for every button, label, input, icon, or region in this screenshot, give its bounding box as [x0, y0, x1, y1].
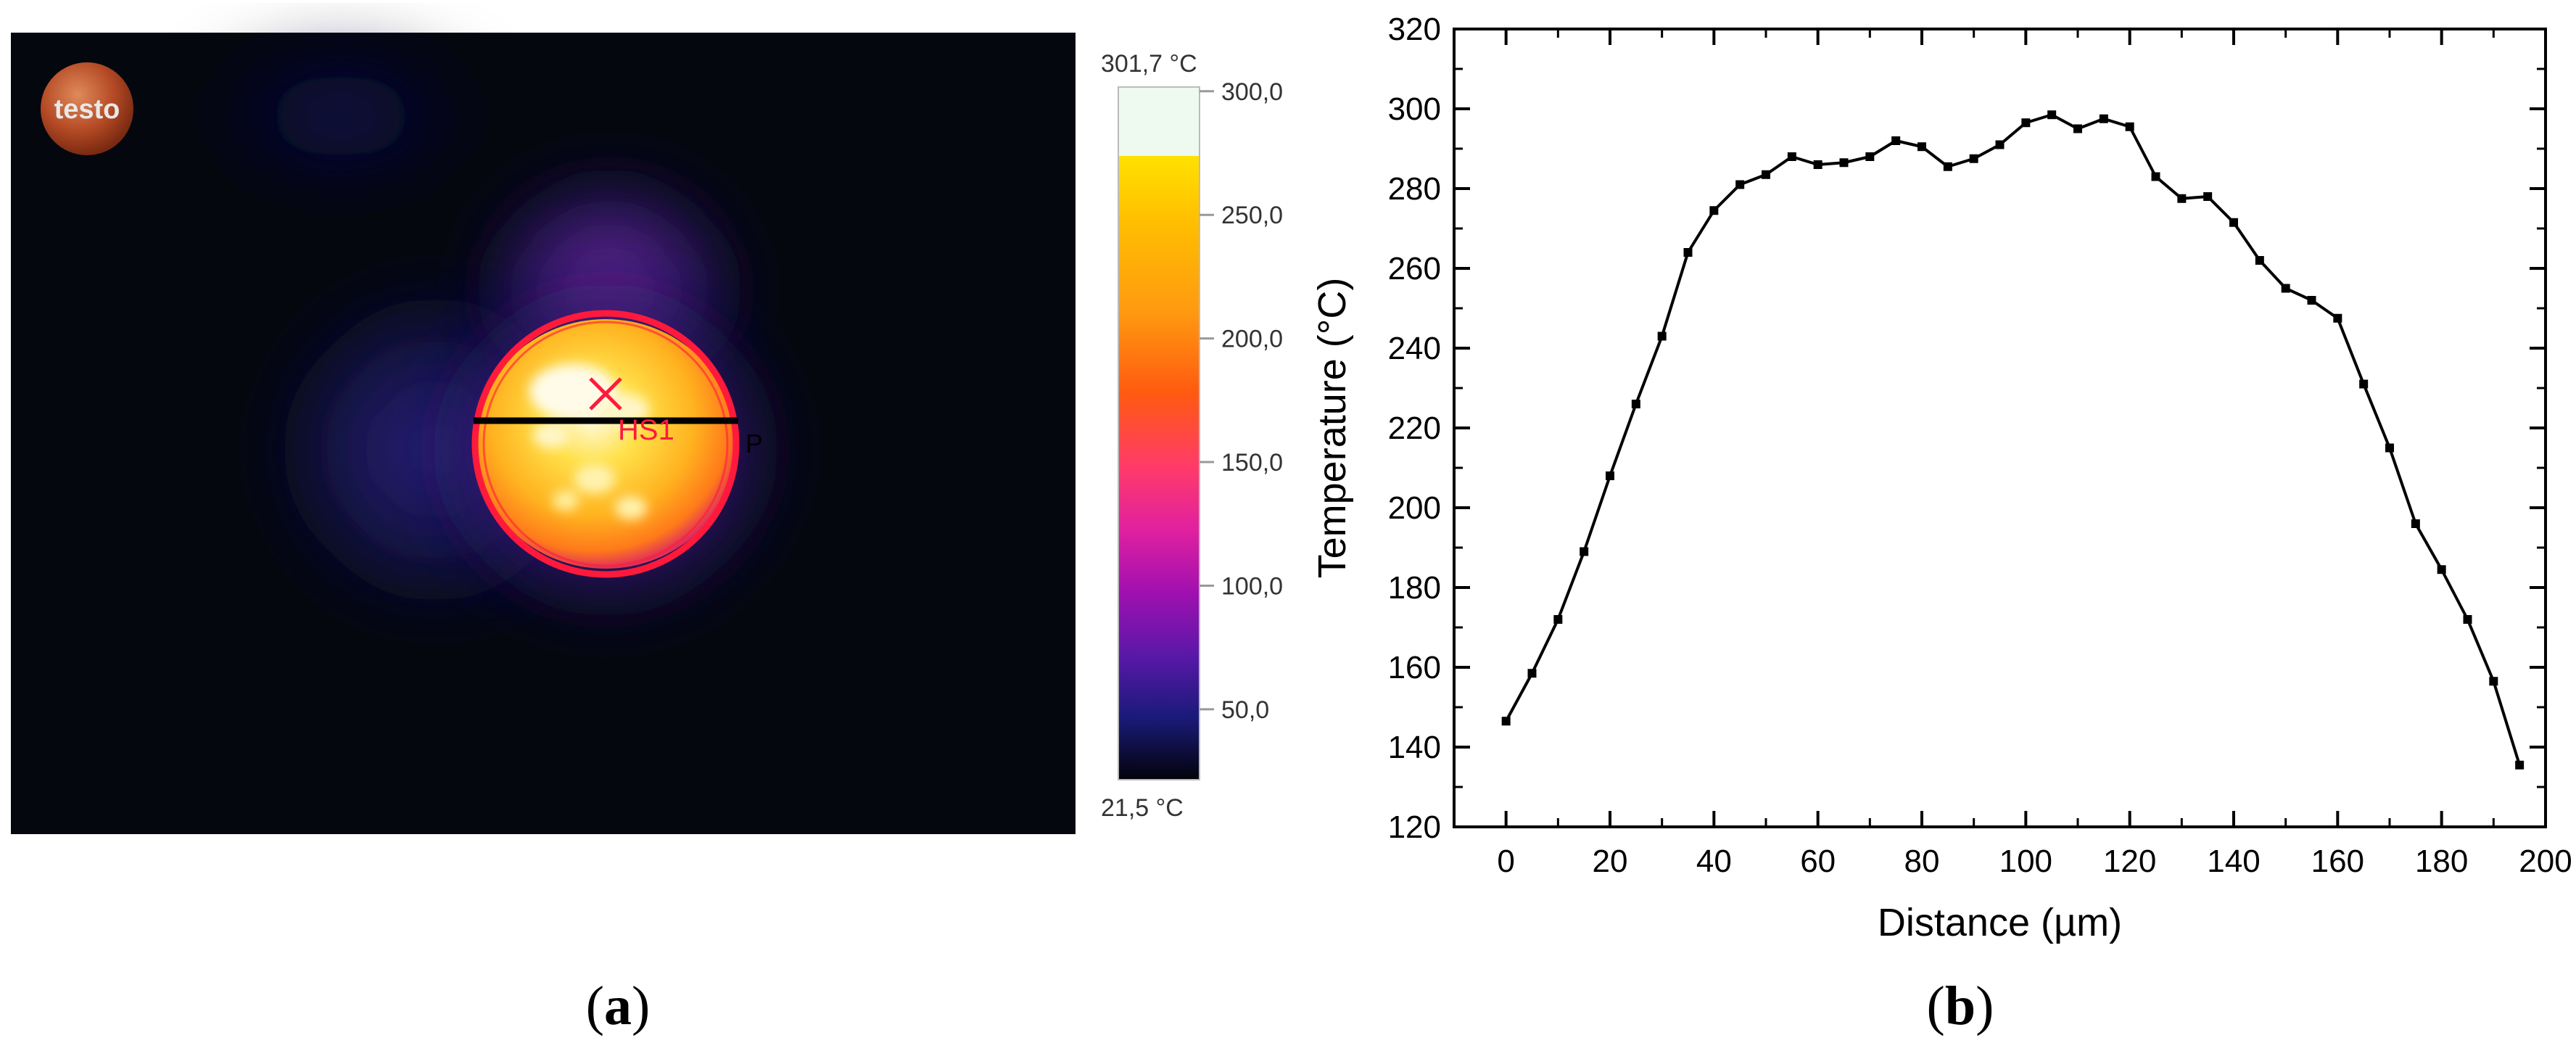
- data-point: [2333, 313, 2342, 323]
- colorbar-tick-label: 300,0: [1221, 78, 1283, 106]
- chart-series: [1501, 110, 2525, 770]
- colorbar-tick-label: 50,0: [1221, 696, 1269, 724]
- data-point: [2099, 114, 2108, 123]
- y-tick-label: 240: [1388, 331, 1441, 366]
- logo-badge-icon: [41, 62, 133, 155]
- data-point: [2385, 443, 2394, 453]
- data-point: [1501, 717, 1511, 726]
- data-point: [1683, 248, 1693, 257]
- hotspot-cross-icon: [589, 377, 622, 411]
- data-point: [2203, 192, 2213, 201]
- y-axis-label: Temperature (°C): [1310, 278, 1354, 579]
- data-point: [1735, 180, 1745, 189]
- x-tick-label: 200: [2519, 844, 2572, 879]
- colorbar-min-label: 21,5 °C: [1101, 794, 1184, 822]
- x-axis-label: Distance (µm): [1878, 901, 2122, 944]
- data-point: [1995, 140, 2005, 149]
- panel-b-label: (b): [1927, 976, 1994, 1036]
- data-point: [2229, 218, 2238, 227]
- testo-logo: testo: [41, 62, 133, 155]
- x-tick-label: 0: [1497, 844, 1514, 879]
- data-point: [1839, 158, 1849, 168]
- x-tick-label: 140: [2207, 844, 2260, 879]
- data-point: [2411, 519, 2420, 528]
- colorbar-tick-label: 150,0: [1221, 449, 1283, 477]
- data-point: [2489, 677, 2498, 686]
- data-point: [1813, 160, 1822, 169]
- data-point: [1527, 669, 1537, 678]
- y-tick-label: 280: [1388, 171, 1441, 207]
- series-line: [1504, 113, 2522, 766]
- x-tick-label: 180: [2415, 844, 2468, 879]
- thermal-background-glow: [174, 22, 508, 210]
- temperature-profile-chart: 0 20 40 60 80 100 120 140 160 180 200 120 140 160 180 2…: [1310, 12, 2572, 944]
- data-point: [1891, 136, 1901, 145]
- data-point: [2073, 124, 2082, 133]
- y-tick-label: 220: [1388, 411, 1441, 446]
- data-point: [1865, 152, 1875, 161]
- y-tick-label: 140: [1388, 730, 1441, 765]
- chart-axes: 0 20 40 60 80 100 120 140 160 180 200 120 140 160 180 2…: [1388, 12, 2572, 879]
- colorbar-tick-label: 100,0: [1221, 572, 1283, 600]
- x-tick-label: 100: [1999, 844, 2052, 879]
- data-point: [1969, 154, 1978, 163]
- data-point: [1762, 170, 1770, 179]
- hotspot-circle: [471, 310, 740, 578]
- data-point: [1631, 400, 1640, 408]
- y-tick-label: 160: [1388, 650, 1441, 685]
- colorbar: 301,7 °C 300,0 250,0 200,0 150,0 100,0 50,0 2…: [1101, 50, 1283, 822]
- logo-text: testo: [54, 94, 120, 125]
- data-point: [2463, 615, 2472, 624]
- x-tick-label: 60: [1800, 844, 1836, 879]
- y-tick-label: 320: [1388, 12, 1441, 47]
- data-point: [2125, 122, 2134, 131]
- data-point: [1917, 142, 1926, 152]
- y-tick-label: 200: [1388, 490, 1441, 526]
- profile-marker-label: P: [746, 429, 763, 458]
- data-point: [2281, 284, 2290, 293]
- data-point: [2151, 172, 2160, 181]
- data-point: [2255, 256, 2264, 265]
- x-tick-label: 80: [1904, 844, 1940, 879]
- data-point: [2021, 118, 2031, 128]
- data-point: [2437, 565, 2446, 574]
- data-point: [1606, 471, 1614, 480]
- y-tick-label: 180: [1388, 570, 1441, 606]
- x-tick-label: 160: [2311, 844, 2364, 879]
- colorbar-ticks: 300,0 250,0 200,0 150,0 100,0 50,0: [1200, 78, 1283, 724]
- x-tick-label: 20: [1593, 844, 1628, 879]
- data-point: [2307, 296, 2316, 305]
- y-tick-label: 300: [1388, 91, 1441, 127]
- x-tick-label: 120: [2103, 844, 2156, 879]
- data-point: [1553, 615, 1563, 624]
- data-point: [1657, 331, 1667, 341]
- colorbar-gradient: [1118, 156, 1200, 780]
- thermal-image-panel: HS1 P testo: [11, 22, 1076, 834]
- data-point: [2047, 110, 2057, 120]
- data-point: [2359, 379, 2369, 389]
- colorbar-frame: [1118, 86, 1200, 780]
- hotspot-label: HS1: [618, 414, 674, 446]
- data-point: [2515, 760, 2525, 770]
- data-point: [1709, 206, 1719, 215]
- colorbar-tick-label: 200,0: [1221, 326, 1283, 353]
- hotspot-circle-inner: [482, 321, 729, 567]
- data-point: [1787, 152, 1796, 161]
- x-tick-label: 40: [1696, 844, 1732, 879]
- y-tick-label: 260: [1388, 251, 1441, 287]
- colorbar-max-label: 301,7 °C: [1101, 50, 1197, 78]
- data-point: [2177, 194, 2187, 203]
- data-point: [1943, 162, 1952, 171]
- y-tick-label: 120: [1388, 809, 1441, 845]
- panel-a-label: (a): [586, 976, 651, 1036]
- thermal-hot-core: [475, 319, 736, 569]
- data-point: [1580, 547, 1589, 556]
- colorbar-saturated-band: [1118, 87, 1200, 156]
- colorbar-tick-label: 250,0: [1221, 202, 1283, 229]
